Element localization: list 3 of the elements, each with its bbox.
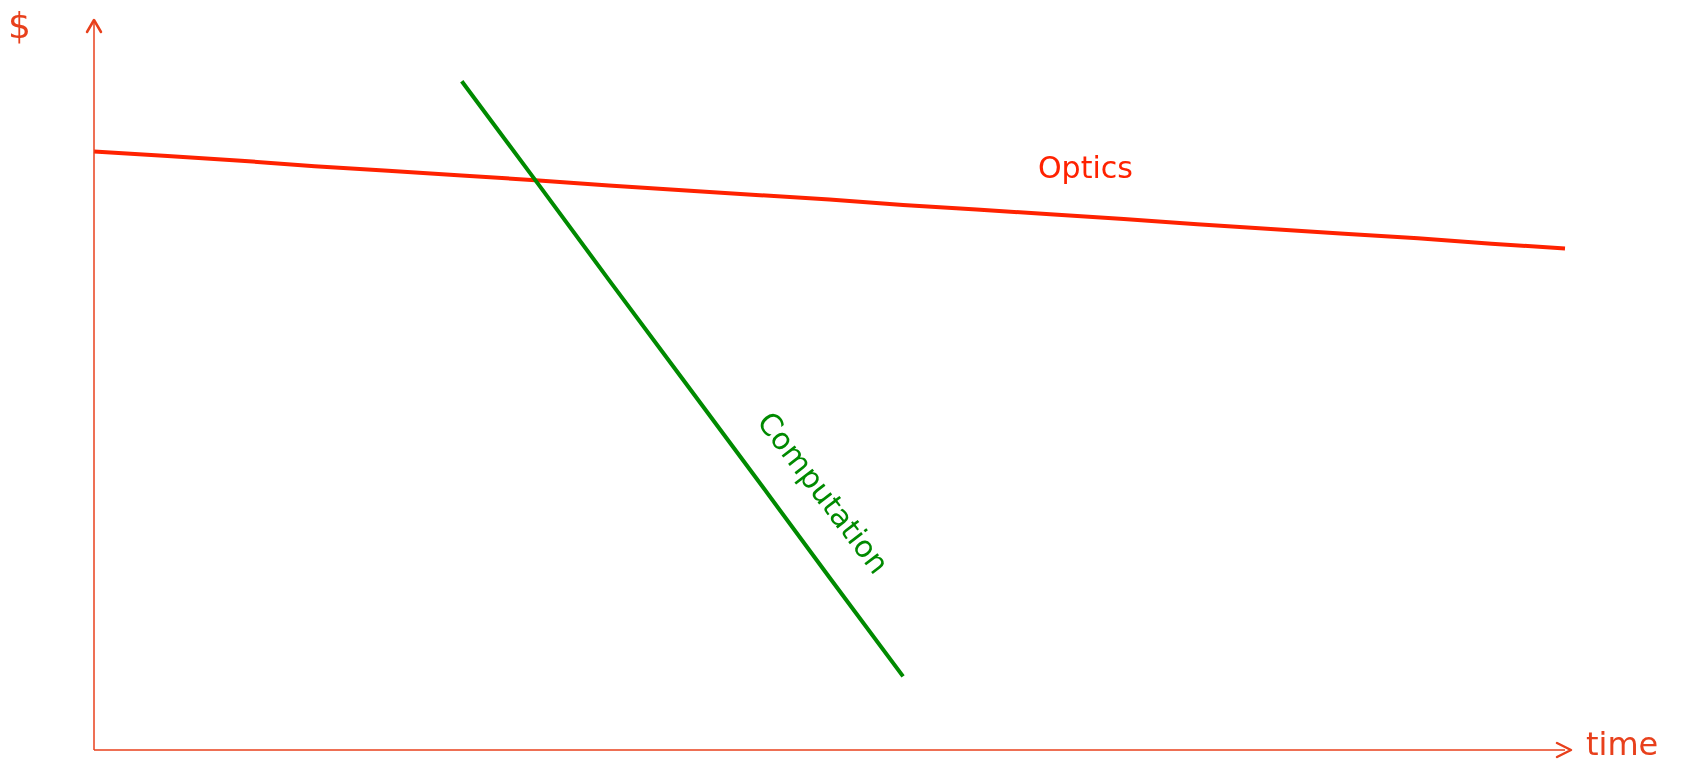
series-label: Optics — [1038, 150, 1133, 185]
x-axis-title: time — [1586, 725, 1659, 763]
y-axis-title: $ — [8, 5, 31, 46]
